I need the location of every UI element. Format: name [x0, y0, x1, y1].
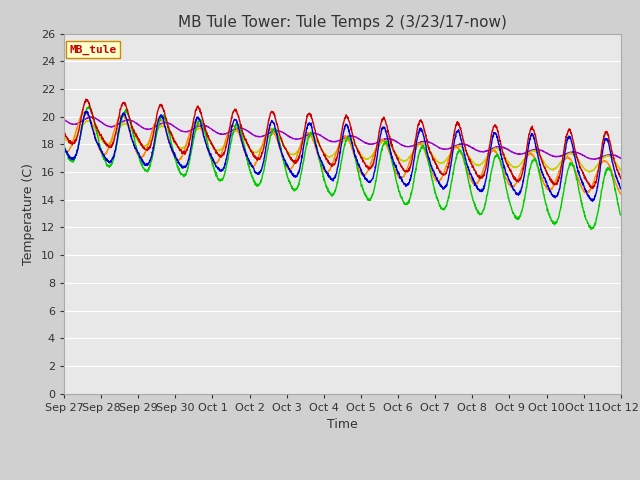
- Line: Tul2_Ts-16: Tul2_Ts-16: [64, 121, 621, 172]
- Tul2_Ts-32: [87, 114, 95, 120]
- Tul2_Ts-4: [587, 226, 595, 232]
- Legend: Tul2_Tw+2, Tul2_Ts-2, Tul2_Ts-4, Tul2_Ts-8, Tul2_Ts-16, Tul2_Ts-32: Tul2_Tw+2, Tul2_Ts-2, Tul2_Ts-4, Tul2_Ts…: [88, 476, 597, 480]
- Tul2_Tw+2: [504, 164, 512, 170]
- Tul2_Ts-4: [617, 212, 625, 218]
- Tul2_Tw+2: [359, 156, 367, 162]
- Tul2_Tw+2: [82, 96, 90, 102]
- Tul2_Ts-4: [568, 161, 575, 167]
- Title: MB Tule Tower: Tule Temps 2 (3/23/17-now): MB Tule Tower: Tule Temps 2 (3/23/17-now…: [178, 15, 507, 30]
- Tul2_Ts-2: [60, 146, 68, 152]
- Tul2_Ts-16: [84, 118, 92, 124]
- Tul2_Ts-16: [584, 168, 591, 174]
- Tul2_Ts-16: [617, 167, 625, 173]
- Tul2_Ts-4: [85, 103, 93, 109]
- Line: Tul2_Ts-4: Tul2_Ts-4: [64, 106, 621, 229]
- Tul2_Ts-8: [216, 155, 223, 161]
- Tul2_Ts-8: [617, 191, 625, 197]
- Tul2_Ts-4: [60, 143, 68, 148]
- Tul2_Ts-2: [617, 186, 625, 192]
- Text: MB_tule: MB_tule: [70, 44, 117, 55]
- Tul2_Ts-32: [568, 149, 575, 155]
- Tul2_Ts-2: [83, 108, 90, 114]
- Tul2_Ts-8: [584, 189, 591, 195]
- Tul2_Ts-16: [359, 154, 367, 160]
- Tul2_Ts-4: [371, 184, 379, 190]
- Tul2_Ts-16: [60, 134, 68, 140]
- Tul2_Ts-16: [585, 169, 593, 175]
- Tul2_Ts-4: [359, 186, 367, 192]
- Tul2_Ts-32: [359, 138, 367, 144]
- Tul2_Ts-32: [589, 156, 597, 162]
- Tul2_Ts-32: [617, 156, 625, 161]
- Tul2_Ts-8: [81, 109, 89, 115]
- Tul2_Ts-32: [60, 117, 68, 122]
- Tul2_Ts-8: [60, 146, 68, 152]
- Tul2_Ts-8: [568, 159, 575, 165]
- Tul2_Ts-4: [584, 219, 591, 225]
- Tul2_Ts-8: [359, 172, 367, 178]
- Tul2_Ts-2: [568, 140, 575, 145]
- X-axis label: Time: Time: [327, 418, 358, 431]
- Tul2_Ts-2: [359, 170, 367, 176]
- Tul2_Ts-32: [584, 155, 591, 160]
- Tul2_Ts-8: [504, 180, 512, 186]
- Tul2_Ts-16: [216, 148, 223, 154]
- Line: Tul2_Ts-32: Tul2_Ts-32: [64, 117, 621, 159]
- Tul2_Ts-16: [371, 149, 379, 155]
- Tul2_Ts-2: [216, 166, 223, 172]
- Line: Tul2_Ts-2: Tul2_Ts-2: [64, 111, 621, 202]
- Tul2_Ts-16: [568, 151, 575, 156]
- Tul2_Tw+2: [617, 176, 625, 181]
- Tul2_Ts-2: [589, 199, 596, 204]
- Tul2_Ts-32: [216, 131, 223, 137]
- Tul2_Ts-2: [584, 192, 591, 198]
- Tul2_Ts-4: [216, 177, 223, 183]
- Line: Tul2_Ts-8: Tul2_Ts-8: [64, 112, 621, 194]
- Tul2_Tw+2: [584, 179, 591, 185]
- Tul2_Ts-2: [371, 168, 379, 174]
- Tul2_Ts-8: [371, 148, 379, 154]
- Line: Tul2_Tw+2: Tul2_Tw+2: [64, 99, 621, 189]
- Y-axis label: Temperature (C): Temperature (C): [22, 163, 35, 264]
- Tul2_Tw+2: [60, 129, 68, 135]
- Tul2_Ts-4: [504, 195, 512, 201]
- Tul2_Ts-2: [504, 175, 512, 181]
- Tul2_Tw+2: [371, 156, 379, 161]
- Tul2_Ts-32: [371, 141, 379, 146]
- Tul2_Tw+2: [568, 132, 575, 138]
- Tul2_Tw+2: [216, 152, 223, 158]
- Tul2_Ts-32: [504, 147, 512, 153]
- Tul2_Tw+2: [589, 186, 596, 192]
- Tul2_Ts-16: [504, 158, 512, 164]
